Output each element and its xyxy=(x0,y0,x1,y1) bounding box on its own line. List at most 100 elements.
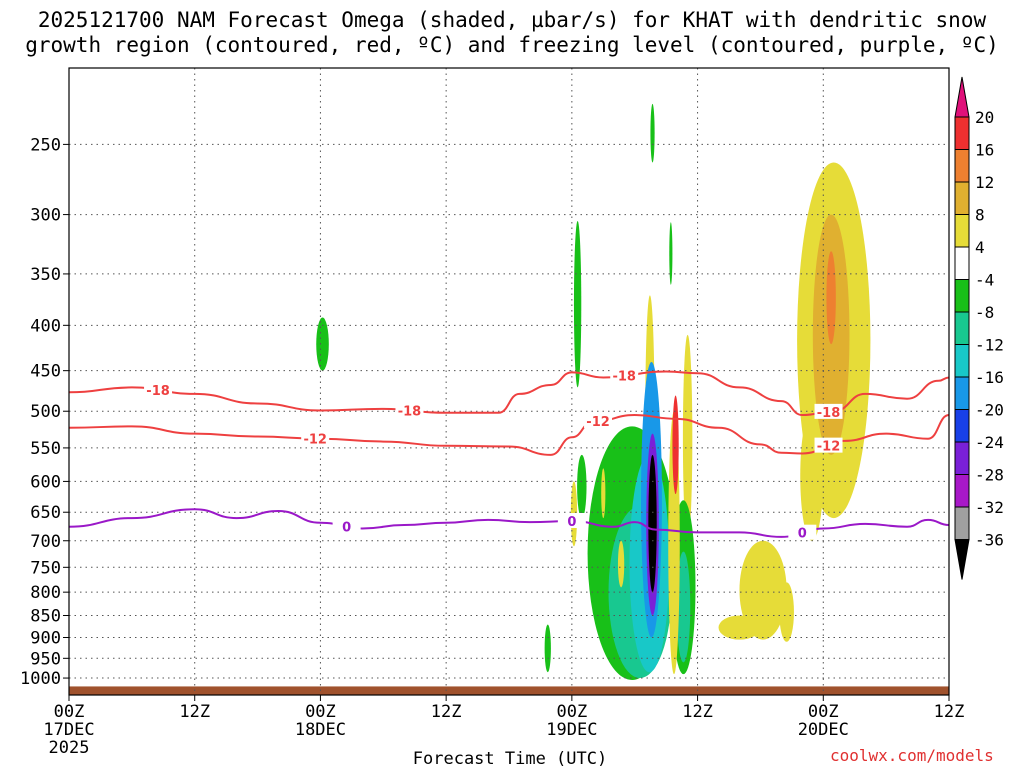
contour-label--12-0: -12 xyxy=(303,433,327,448)
colorbar-label-8: -16 xyxy=(975,368,1004,387)
colorbar-label-11: -28 xyxy=(975,466,1004,485)
x-tick-label-72-1: 00Z xyxy=(808,702,839,722)
colorbar-swatch-6 xyxy=(954,311,970,345)
colorbar-swatch-11 xyxy=(954,474,970,508)
colorbar-swatch-2 xyxy=(954,181,970,215)
title-line-2: growth region (contoured, red, ºC) and f… xyxy=(25,33,999,57)
x-tick-label-0-1: 00Z xyxy=(54,702,85,722)
contour-label-bg-0-2 xyxy=(788,524,817,540)
y-tick-label-500: 500 xyxy=(30,402,61,422)
y-tick-label-300: 300 xyxy=(30,206,61,226)
colorbar-swatch-1 xyxy=(954,149,970,183)
colorbar-swatch-10 xyxy=(954,441,970,475)
x-tick-label-0-2: 17DEC xyxy=(43,720,94,740)
omega-region-yellow-750-19 xyxy=(617,540,625,588)
omega-region-teal-right-19 xyxy=(676,551,691,663)
y-tick-label-850: 850 xyxy=(30,606,61,626)
terrain-layer xyxy=(69,686,949,695)
y-tick-label-400: 400 xyxy=(30,316,61,336)
omega-region-yellow-low3-20 xyxy=(779,582,794,642)
y-tick-label-700: 700 xyxy=(30,532,61,552)
y-tick-label-900: 900 xyxy=(30,628,61,648)
x-tick-label-24-1: 00Z xyxy=(305,702,336,722)
contour-label-bg--12-0 xyxy=(301,430,330,446)
omega-region-green-400-18z xyxy=(316,317,329,371)
credit-text: coolwx.com/models xyxy=(830,746,994,765)
title-line-1: 2025121700 NAM Forecast Omega (shaded, µ… xyxy=(37,8,987,32)
contour-label-bg--18-2 xyxy=(610,367,639,383)
colorbar-label-1: 16 xyxy=(975,141,994,160)
contour-label-bg-0-0 xyxy=(332,518,361,534)
grid-lines xyxy=(68,68,950,695)
contour-label-bg--18-1 xyxy=(395,402,424,418)
omega-region-yellow-630-19 xyxy=(601,468,606,519)
colorbar-swatch-5 xyxy=(954,279,970,313)
x-tick-label-36-1: 12Z xyxy=(431,702,462,722)
omega-region-green-330-19z xyxy=(573,220,582,388)
colorbar-label-6: -8 xyxy=(975,303,994,322)
contour-label-bg--12-2 xyxy=(814,437,843,453)
colorbar-bottom-arrow xyxy=(954,539,970,580)
colorbar-label-0: 20 xyxy=(975,108,994,127)
contour-label--18-3: -18 xyxy=(817,406,841,421)
contour-label--12-2: -12 xyxy=(817,440,841,455)
x-tick-label-84-1: 12Z xyxy=(934,702,965,722)
colorbar-swatch-12 xyxy=(954,506,970,540)
x-tick-label-48-1: 00Z xyxy=(556,702,587,722)
y-axis: 2503003504004505005506006507007508008509… xyxy=(20,135,69,689)
omega-region-yellow-500-19 xyxy=(682,334,693,541)
omega-region-yellow-low-20 xyxy=(739,540,787,640)
colorbar-label-7: -12 xyxy=(975,336,1004,355)
omega-region-darkorange-20 xyxy=(826,251,836,345)
x-tick-label-0-3: 2025 xyxy=(49,738,90,758)
temperature-contours: -18 -18 -18 -18 -12 -12 -12 0 0 0 xyxy=(69,367,949,542)
colorbar-label-9: -20 xyxy=(975,401,1004,420)
contour-label--18-0: -18 xyxy=(146,384,170,399)
colorbar-top-arrow xyxy=(954,76,970,118)
omega-region-green-low-19 xyxy=(544,624,551,673)
colorbar-label-4: 4 xyxy=(975,238,985,257)
colorbar-swatch-8 xyxy=(954,376,970,410)
colorbar-label-10: -24 xyxy=(975,433,1004,452)
omega-region-green-600-19 xyxy=(577,454,587,519)
colorbar-swatch-7 xyxy=(954,344,970,378)
y-tick-label-550: 550 xyxy=(30,439,61,459)
x-tick-label-72-2: 20DEC xyxy=(798,720,849,740)
colorbar-swatch-0 xyxy=(954,116,970,150)
colorbar-label-13: -36 xyxy=(975,531,1004,550)
y-tick-label-450: 450 xyxy=(30,362,61,382)
omega-region-red-right-19 xyxy=(672,395,679,495)
contour-label-bg--18-3 xyxy=(814,403,843,419)
terrain-band xyxy=(69,686,949,695)
contour-label-bg--12-1 xyxy=(584,413,613,429)
contour-label--12-1: -12 xyxy=(586,415,610,430)
plot-frame xyxy=(68,67,950,696)
contour-label-bg--18-0 xyxy=(144,382,173,398)
x-tick-label-12-1: 12Z xyxy=(179,702,210,722)
y-tick-label-250: 250 xyxy=(30,135,61,155)
colorbar-label-3: 8 xyxy=(975,206,985,225)
colorbar-label-2: 12 xyxy=(975,173,994,192)
contour-label-0-0: 0 xyxy=(342,520,351,535)
colorbar-label-12: -32 xyxy=(975,498,1004,517)
y-tick-label-1000: 1000 xyxy=(20,669,61,689)
y-tick-label-600: 600 xyxy=(30,472,61,492)
contour-label--18-1: -18 xyxy=(398,405,422,420)
contour-label-bg-0-1 xyxy=(557,513,586,529)
omega-region-black-core-19 xyxy=(648,454,657,593)
contour-label-0-2: 0 xyxy=(798,527,807,542)
y-tick-label-350: 350 xyxy=(30,265,61,285)
contour-line--18 xyxy=(69,370,949,417)
omega-region-yellow-low2-20 xyxy=(718,615,761,640)
x-tick-label-48-2: 19DEC xyxy=(546,720,597,740)
x-axis-label: Forecast Time (UTC) xyxy=(413,749,607,768)
colorbar-swatch-3 xyxy=(954,214,970,248)
colorbar: 20 16 12 8 4 -4 -8 -12 -16 -20 -24 -28 -32 -36 xyxy=(954,76,1004,580)
omega-region-green-250-19z xyxy=(650,103,655,163)
x-tick-label-60-1: 12Z xyxy=(682,702,713,722)
y-tick-label-650: 650 xyxy=(30,503,61,523)
omega-shading xyxy=(316,103,871,680)
y-tick-label-950: 950 xyxy=(30,649,61,669)
